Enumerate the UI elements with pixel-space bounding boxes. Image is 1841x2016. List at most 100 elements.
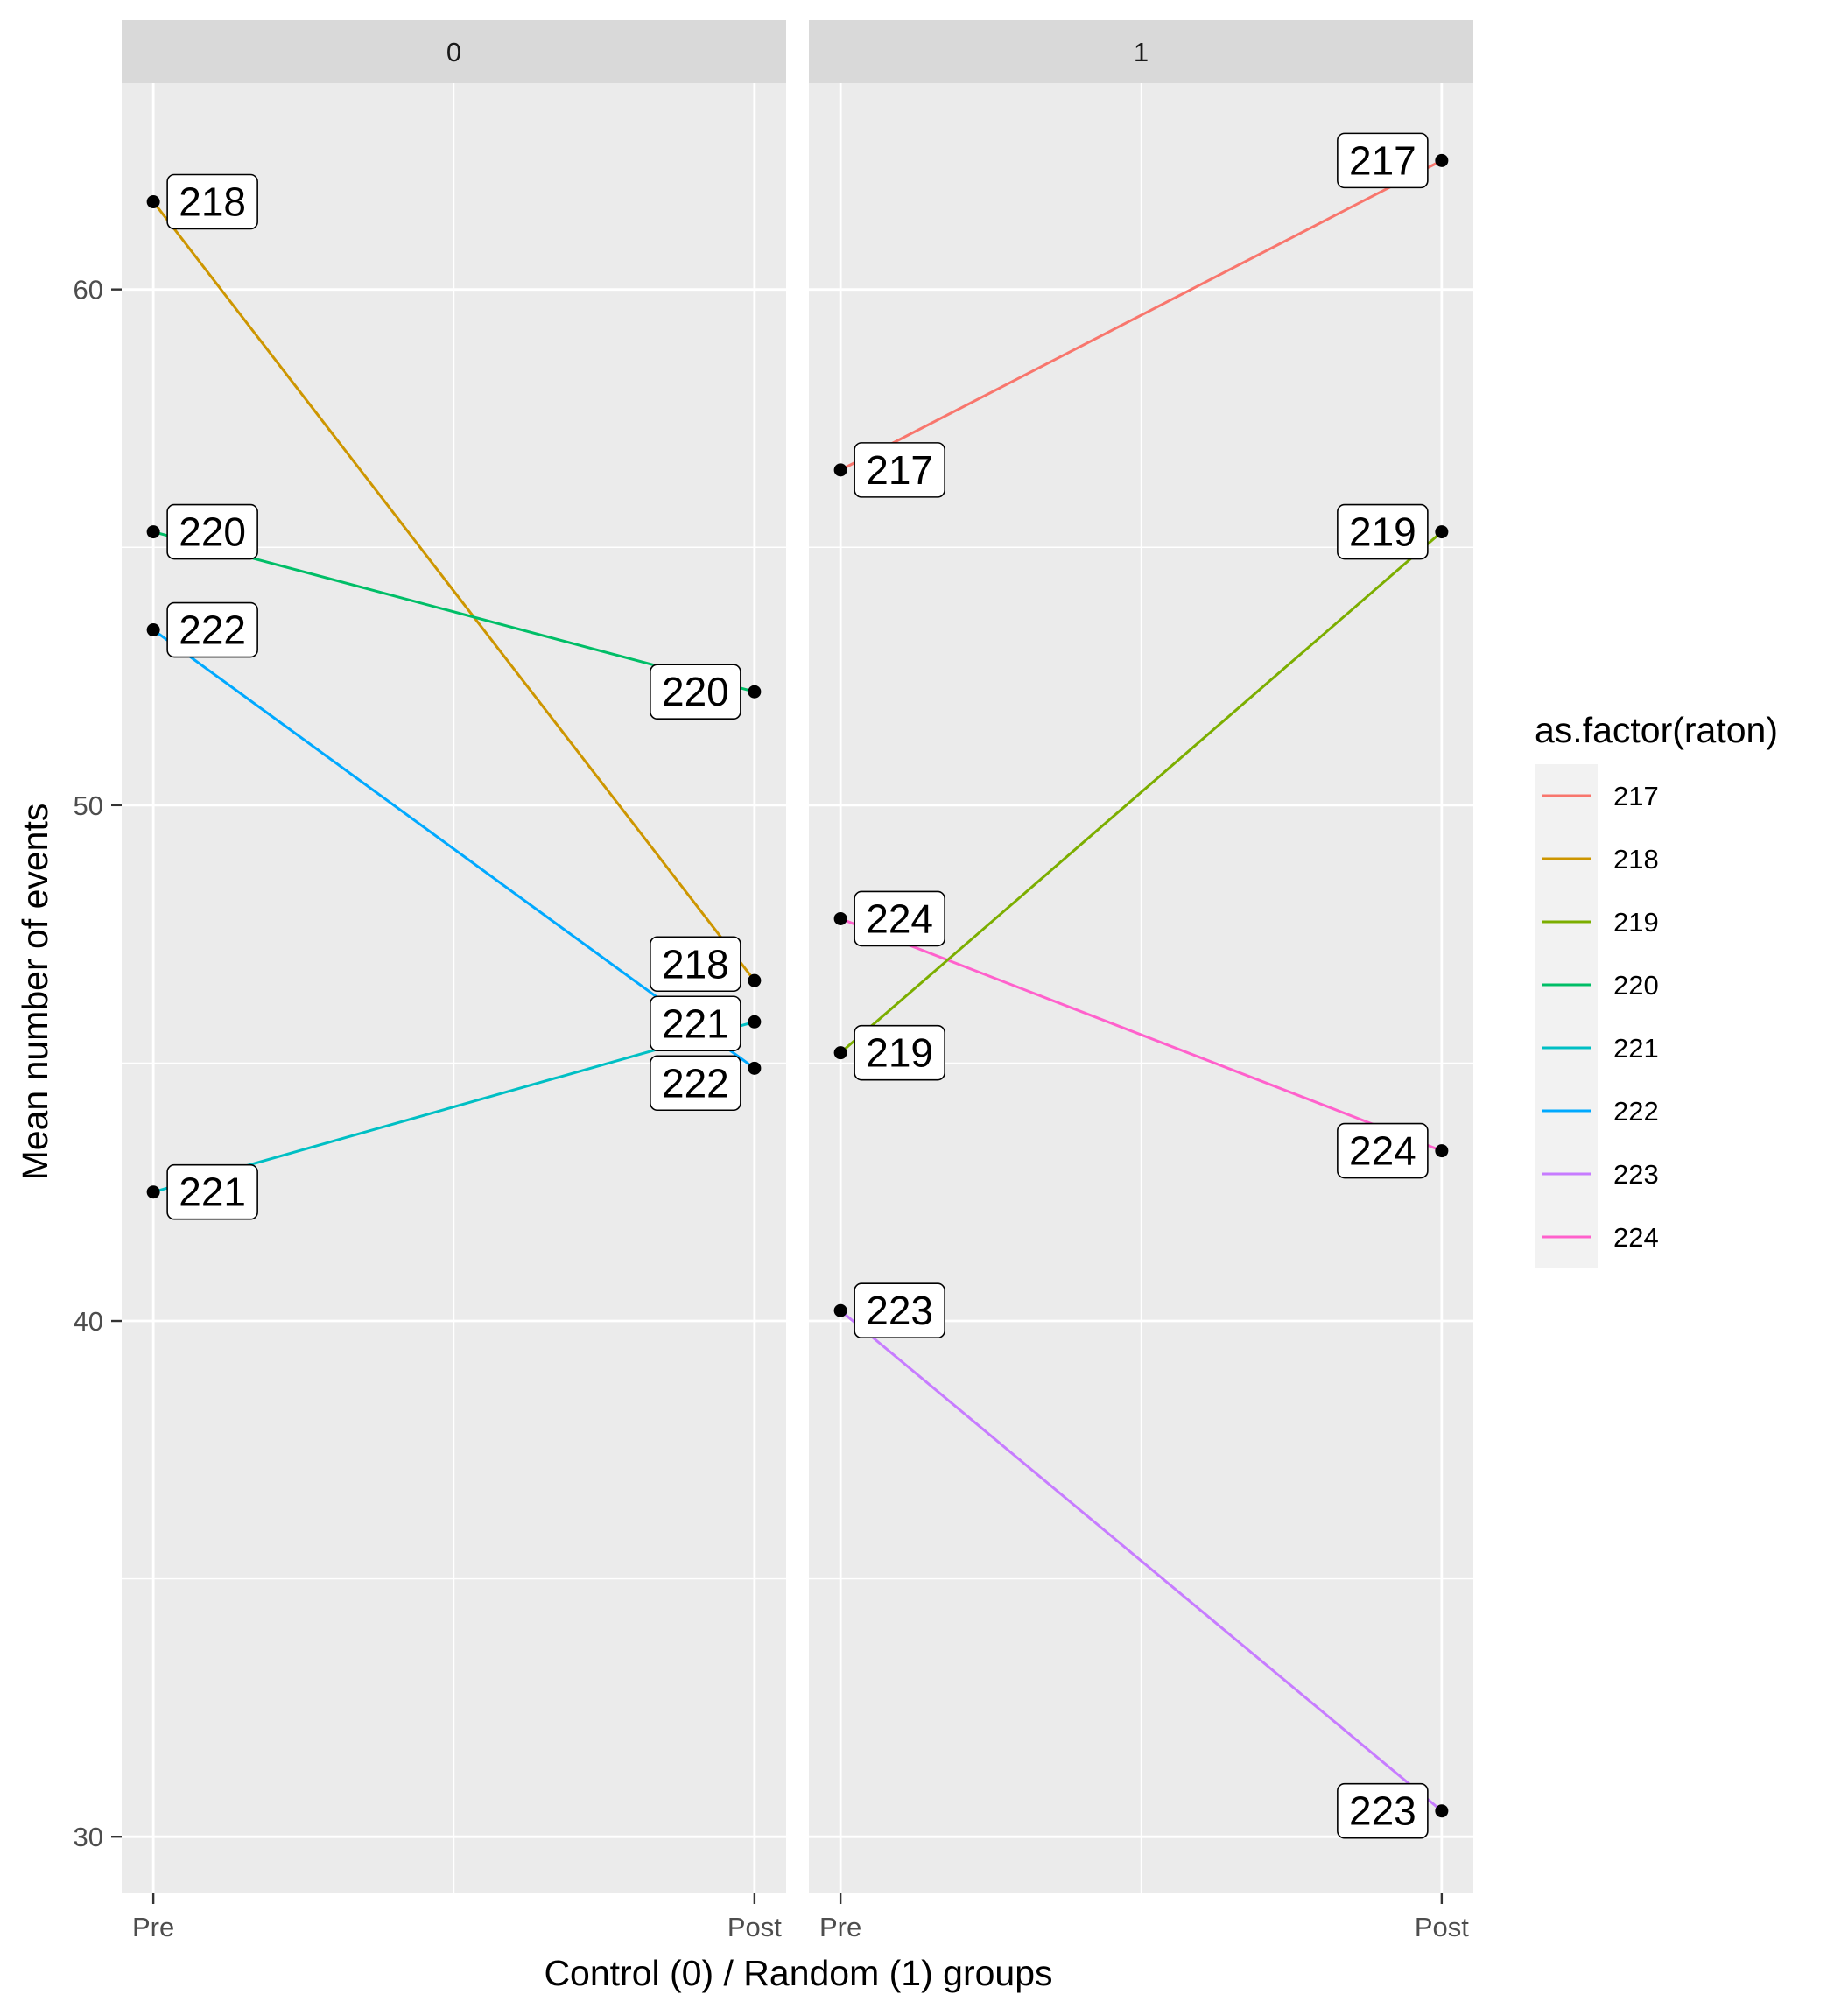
data-label-box <box>166 601 258 658</box>
legend-item-224: 224 <box>1542 1222 1659 1253</box>
data-label-223: 223 <box>854 1282 945 1339</box>
labels-panel-1: 217 224 219 223 217 219 224 223 <box>854 132 1429 1839</box>
legend-item-223: 223 <box>1542 1159 1659 1190</box>
point-223-pre <box>833 1303 847 1317</box>
point-221-pre <box>146 1185 160 1199</box>
point-222-pre <box>146 623 160 637</box>
labels-panel-0: 218 220 222 221 220 218 221 222 <box>166 173 741 1220</box>
point-219-post <box>1435 525 1449 539</box>
data-label-219: 219 <box>1337 503 1429 560</box>
point-220-post <box>748 685 762 699</box>
y-tick-label: 50 <box>74 790 103 821</box>
data-label-box <box>166 1163 258 1220</box>
x-tick-label: Post <box>727 1912 782 1942</box>
legend-item-220: 220 <box>1542 970 1659 1001</box>
series-line-217 <box>840 159 1443 472</box>
y-axis-title: Mean number of events <box>15 804 55 1181</box>
point-218-pre <box>146 195 160 209</box>
legend: as.factor(raton) 217 218 219 220 221 222 223 22… <box>1535 710 1778 1268</box>
data-label-221: 221 <box>650 995 741 1052</box>
data-label-text: 222 <box>179 608 246 653</box>
data-label-text: 224 <box>1349 1128 1416 1174</box>
data-label-220: 220 <box>166 503 258 560</box>
data-label-box <box>650 995 741 1052</box>
data-label-text: 220 <box>179 509 246 555</box>
data-label-text: 217 <box>866 447 933 493</box>
data-label-text: 219 <box>1349 509 1416 555</box>
data-label-text: 221 <box>662 1001 729 1046</box>
data-label-text: 223 <box>1349 1788 1416 1834</box>
strip-label: 1 <box>1134 37 1149 67</box>
data-label-text: 222 <box>662 1060 729 1106</box>
legend-item-218: 218 <box>1542 844 1659 875</box>
data-label-box <box>650 1055 741 1112</box>
legend-label: 217 <box>1613 781 1659 811</box>
strip-label: 0 <box>446 37 461 67</box>
data-label-221: 221 <box>166 1163 258 1220</box>
legend-title: as.factor(raton) <box>1535 710 1778 750</box>
legend-label: 223 <box>1613 1159 1659 1190</box>
legend-label: 218 <box>1613 844 1659 875</box>
point-224-post <box>1435 1144 1449 1158</box>
strip-background <box>809 20 1473 83</box>
data-label-text: 219 <box>866 1030 933 1076</box>
data-label-222: 222 <box>650 1055 741 1112</box>
series-line-222 <box>152 629 755 1070</box>
x-axis-title: Control (0) / Random (1) groups <box>544 1953 1052 1993</box>
data-label-text: 218 <box>662 941 729 987</box>
legend-label: 222 <box>1613 1096 1659 1127</box>
y-tick-label: 40 <box>74 1306 103 1337</box>
legend-item-222: 222 <box>1542 1096 1659 1127</box>
legend-label: 221 <box>1613 1033 1659 1064</box>
point-221-post <box>748 1015 762 1029</box>
data-label-box <box>650 664 741 720</box>
series-line-223 <box>840 1310 1443 1812</box>
point-219-pre <box>833 1046 847 1060</box>
y-axis: 30 40 50 60 <box>74 275 122 1852</box>
data-label-text: 221 <box>179 1170 246 1215</box>
series-line-224 <box>840 917 1443 1152</box>
series-line-218 <box>151 200 756 982</box>
data-label-218: 218 <box>166 173 258 230</box>
legend-label: 219 <box>1613 907 1659 938</box>
data-label-217: 217 <box>854 442 945 498</box>
x-tick-label: Post <box>1415 1912 1469 1942</box>
data-label-text: 223 <box>866 1288 933 1333</box>
legend-label: 224 <box>1613 1222 1659 1253</box>
panels: 0 121822022222122021822122221722421922321… <box>122 20 1473 1893</box>
data-label-box <box>854 442 945 498</box>
data-label-224: 224 <box>1337 1122 1429 1179</box>
data-label-223: 223 <box>1337 1782 1429 1839</box>
y-tick-label: 30 <box>74 1822 103 1852</box>
data-label-box <box>166 173 258 230</box>
legend-key-background <box>1535 764 1598 1268</box>
x-tick-label: Pre <box>132 1912 174 1942</box>
data-label-box <box>854 890 945 947</box>
data-label-224: 224 <box>854 890 945 947</box>
point-222-post <box>748 1061 762 1075</box>
data-label-box <box>854 1282 945 1339</box>
data-label-box <box>166 503 258 560</box>
strip-background <box>122 20 786 83</box>
data-label-text: 224 <box>866 896 933 941</box>
data-label-text: 220 <box>662 669 729 714</box>
point-217-pre <box>833 463 847 477</box>
x-axis: Pre Post Pre Post <box>132 1893 1469 1942</box>
data-label-box <box>1337 132 1429 189</box>
data-label-217: 217 <box>1337 132 1429 189</box>
data-label-text: 217 <box>1349 137 1416 183</box>
data-label-box <box>854 1024 945 1081</box>
data-label-box <box>1337 503 1429 560</box>
point-218-post <box>748 973 762 987</box>
legend-item-221: 221 <box>1542 1033 1659 1064</box>
data-label-box <box>1337 1122 1429 1179</box>
legend-item-219: 219 <box>1542 907 1659 938</box>
data-label-box <box>1337 1782 1429 1839</box>
data-label-219: 219 <box>854 1024 945 1081</box>
point-217-post <box>1435 153 1449 167</box>
legend-label: 220 <box>1613 970 1659 1001</box>
point-224-pre <box>833 911 847 925</box>
data-label-218: 218 <box>650 936 741 993</box>
legend-item-217: 217 <box>1542 781 1659 811</box>
